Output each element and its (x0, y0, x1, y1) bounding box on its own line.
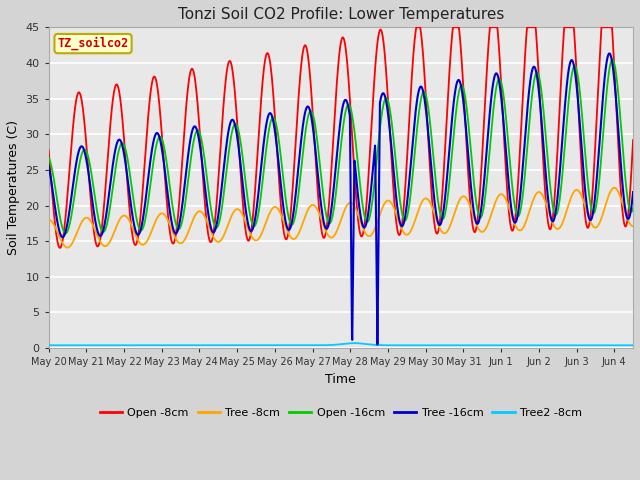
Title: Tonzi Soil CO2 Profile: Lower Temperatures: Tonzi Soil CO2 Profile: Lower Temperatur… (178, 7, 504, 22)
Legend: Open -8cm, Tree -8cm, Open -16cm, Tree -16cm, Tree2 -8cm: Open -8cm, Tree -8cm, Open -16cm, Tree -… (95, 403, 587, 422)
Y-axis label: Soil Temperatures (C): Soil Temperatures (C) (7, 120, 20, 255)
Text: TZ_soilco2: TZ_soilco2 (58, 37, 129, 50)
X-axis label: Time: Time (326, 372, 356, 386)
